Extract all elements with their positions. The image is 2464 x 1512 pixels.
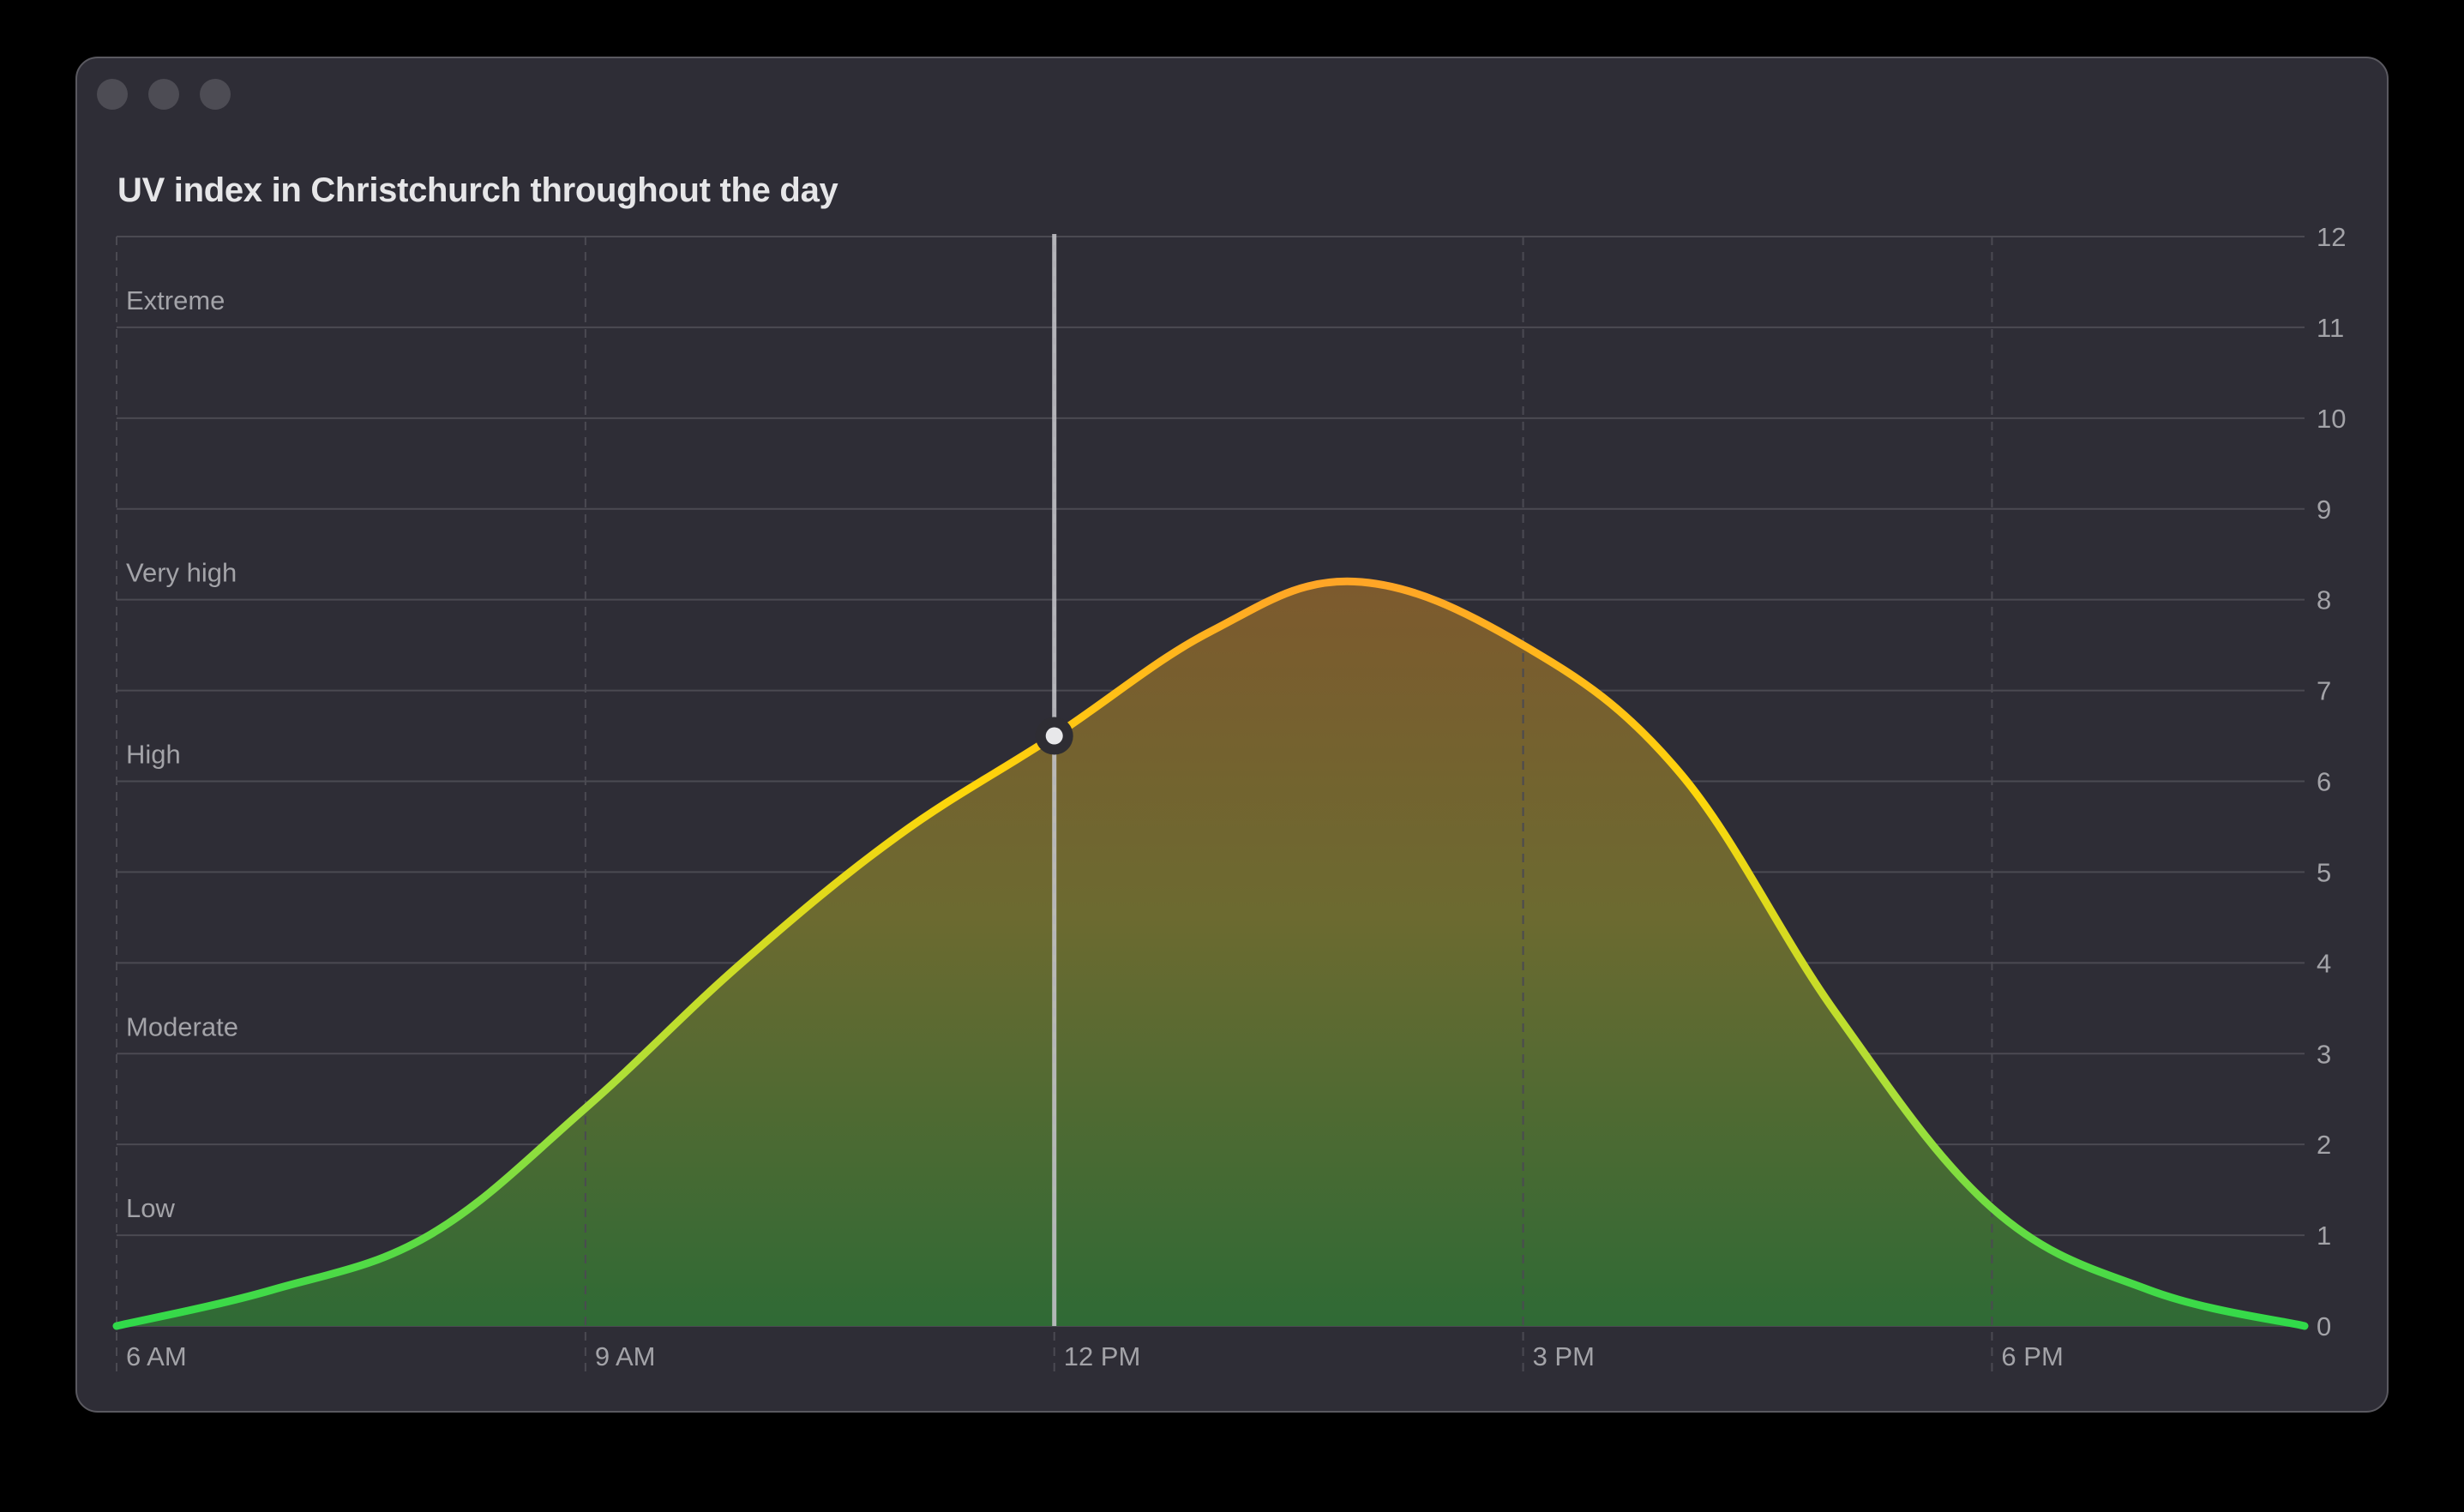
uv-category-label: High bbox=[126, 740, 181, 770]
y-tick-label: 9 bbox=[2317, 495, 2331, 525]
uv-category-labels: Extreme Very high High Moderate Low bbox=[126, 285, 238, 1223]
y-tick-label: 1 bbox=[2317, 1221, 2331, 1251]
y-tick-label: 4 bbox=[2317, 948, 2331, 978]
uv-area-fill bbox=[117, 581, 2305, 1326]
selection-marker[interactable] bbox=[1035, 717, 1073, 755]
y-tick-label: 6 bbox=[2317, 767, 2331, 797]
window-controls bbox=[97, 79, 231, 110]
zoom-button[interactable] bbox=[200, 79, 231, 110]
uv-category-label: Very high bbox=[126, 558, 237, 588]
y-tick-label: 8 bbox=[2317, 585, 2331, 615]
close-button[interactable] bbox=[97, 79, 128, 110]
x-tick-label: 9 AM bbox=[595, 1341, 656, 1371]
y-tick-label: 7 bbox=[2317, 676, 2331, 706]
chart-title: UV index in Christchurch throughout the … bbox=[117, 171, 838, 209]
x-axis-labels: 6 AM 9 AM 12 PM 3 PM 6 PM bbox=[126, 1341, 2064, 1371]
y-tick-label: 0 bbox=[2317, 1311, 2331, 1341]
uv-category-label: Low bbox=[126, 1193, 175, 1223]
y-tick-label: 3 bbox=[2317, 1039, 2331, 1069]
x-tick-label: 6 PM bbox=[2001, 1341, 2063, 1371]
x-tick-label: 6 AM bbox=[126, 1341, 187, 1371]
x-tick-label: 12 PM bbox=[1064, 1341, 1141, 1371]
y-tick-label: 5 bbox=[2317, 857, 2331, 887]
uv-category-label: Moderate bbox=[126, 1011, 238, 1041]
uv-line bbox=[112, 577, 2309, 1330]
y-tick-label: 10 bbox=[2317, 404, 2346, 434]
x-tick-label: 3 PM bbox=[1533, 1341, 1595, 1371]
uv-category-label: Extreme bbox=[126, 285, 225, 315]
y-tick-label: 12 bbox=[2317, 222, 2346, 252]
y-tick-label: 2 bbox=[2317, 1130, 2331, 1160]
y-tick-label: 11 bbox=[2317, 313, 2344, 343]
minimize-button[interactable] bbox=[148, 79, 179, 110]
